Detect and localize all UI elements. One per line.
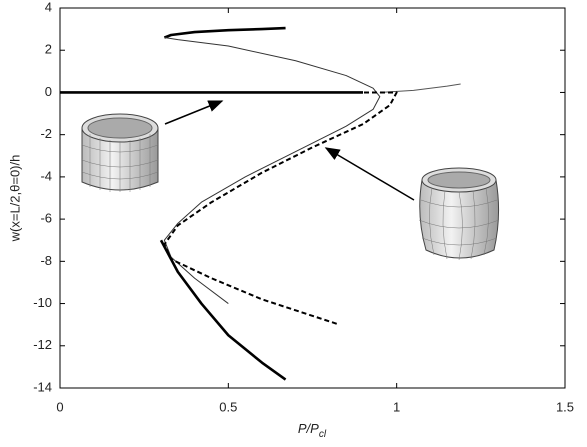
y-tick-label: 2 xyxy=(45,42,52,57)
line-series xyxy=(380,84,461,92)
x-tick-label: 0 xyxy=(56,399,63,414)
y-tick-label: -10 xyxy=(33,295,52,310)
cylinder-left xyxy=(82,114,158,192)
y-tick-label: -8 xyxy=(40,253,52,268)
y-tick-label: -2 xyxy=(40,126,52,141)
y-tick-label: -6 xyxy=(40,211,52,226)
x-axis-label-sub: cl xyxy=(319,429,327,440)
y-tick-label: -4 xyxy=(40,168,52,183)
y-tick-label: -12 xyxy=(33,337,52,352)
line-series xyxy=(161,240,286,379)
arrow xyxy=(165,101,222,124)
line-series xyxy=(164,28,285,38)
y-tick-label: 0 xyxy=(45,84,52,99)
chart: P/Pcl w(x=L/2,θ=0)/h 0 0.5 1 1.5 4 2 0 -2 -4 -6 -8… xyxy=(0,0,587,442)
plot-area xyxy=(60,28,461,380)
line-series xyxy=(164,38,379,304)
x-tick-label: 0.5 xyxy=(219,399,237,414)
cylinder-right xyxy=(419,168,499,260)
x-axis-label: P/Pcl xyxy=(298,421,327,439)
y-tick-label: -14 xyxy=(33,379,52,394)
x-tick-label: 1.5 xyxy=(556,399,574,414)
x-tick-label: 1 xyxy=(393,399,400,414)
y-axis-label: w(x=L/2,θ=0)/h xyxy=(7,155,22,243)
y-tick-label: 4 xyxy=(45,0,52,14)
arrow xyxy=(326,148,414,200)
x-axis-label-main: P/P xyxy=(298,421,319,436)
